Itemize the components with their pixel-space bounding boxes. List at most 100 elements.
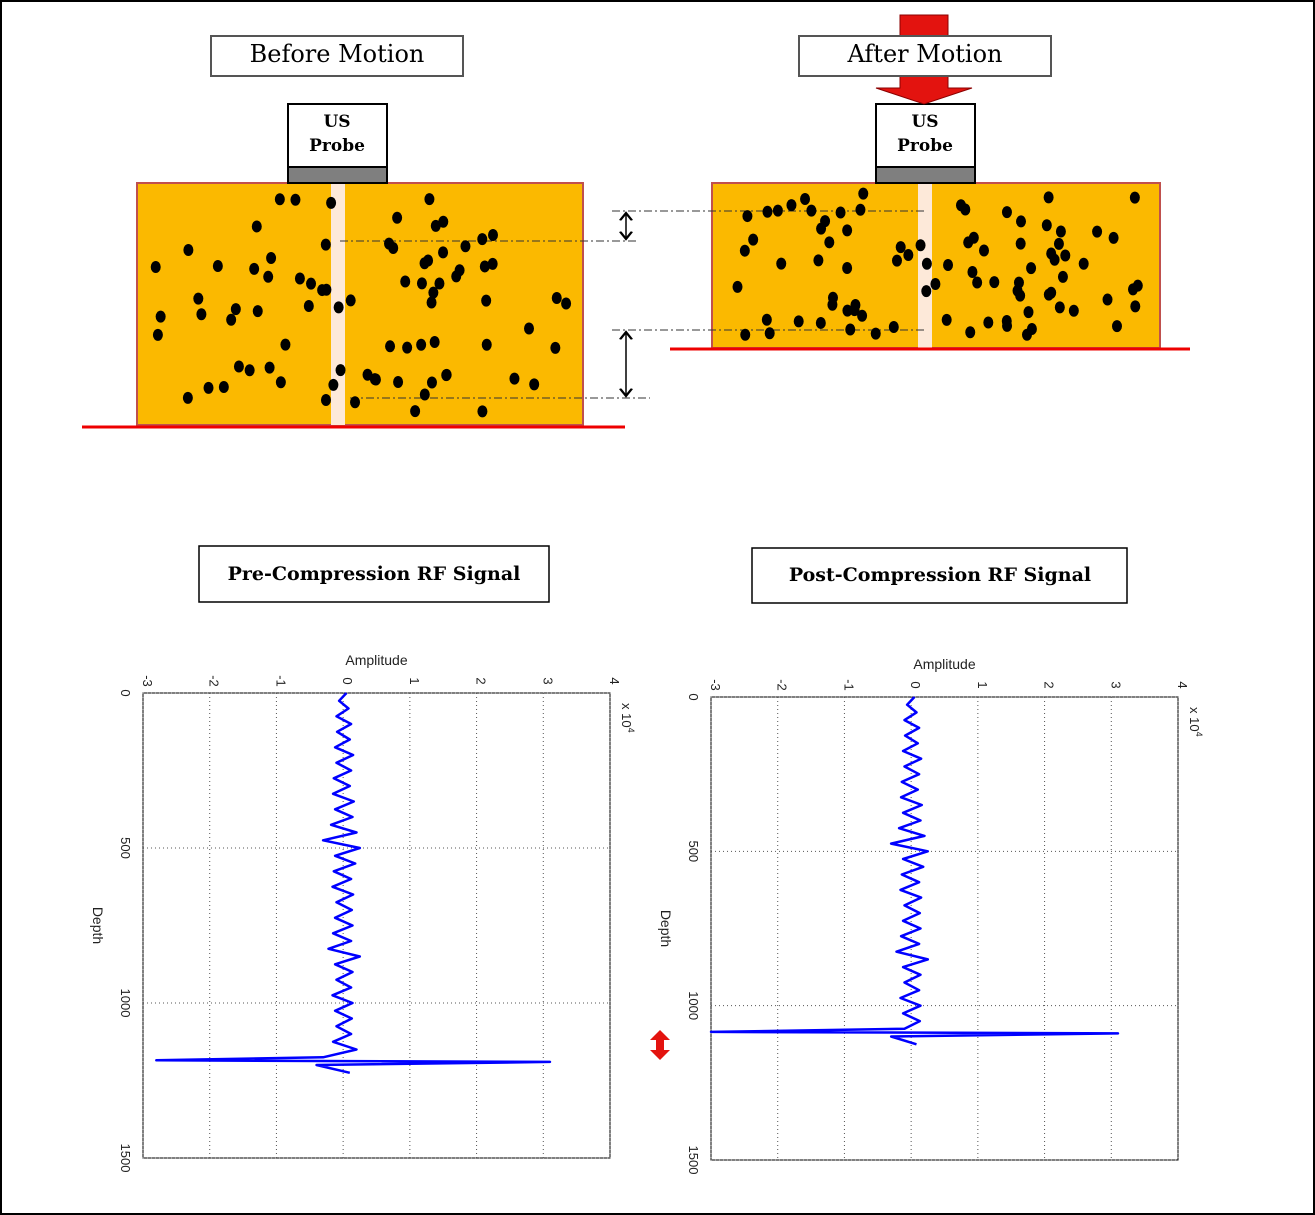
dot [845,323,855,335]
dot [1130,300,1140,312]
scale-base: x 10 [619,703,634,728]
dot [326,197,336,209]
dot [481,295,491,307]
dot [350,396,360,408]
dot [820,215,830,227]
probe-face [876,167,975,183]
dot [896,241,906,253]
dot [550,342,560,354]
figure: US Probe Before Motion US Probe After Mo… [0,0,1315,1215]
depth-tick-label: 0 [118,689,133,696]
plot-area [711,697,1178,1160]
scale-exponent: 4 [626,728,636,733]
dot [482,339,492,351]
dot [295,273,305,285]
dot [385,340,395,352]
dot [328,379,338,391]
plot-area [143,693,610,1158]
dot [252,220,262,232]
amplitude-tick-label: 1 [407,677,422,684]
dot [889,321,899,333]
depth-tick-label: 1000 [118,989,133,1018]
dot [972,277,982,289]
dot [813,254,823,266]
dot [336,364,346,376]
depth-tick-label: 1000 [686,991,701,1020]
dot [253,305,263,317]
amplitude-tick-label: 2 [1042,681,1057,688]
dot [842,305,852,317]
amplitude-tick-label: 0 [340,677,355,684]
dot [183,392,193,404]
dot [427,377,437,389]
dot [1109,232,1119,244]
dot [393,376,403,388]
dot [460,240,470,252]
dot [794,315,804,327]
dot [552,292,562,304]
dot [1069,305,1079,317]
dot [1056,226,1066,238]
dot [1026,262,1036,274]
amplitude-tick-label: -3 [140,675,155,687]
dot [280,339,290,351]
dot [509,373,519,385]
probe-label: US [323,112,350,132]
dot [857,310,867,322]
dot [306,278,316,290]
dot [477,233,487,245]
amplitude-tick-label: 0 [908,681,923,688]
dot [1002,206,1012,218]
dot [417,277,427,289]
probe-label: Probe [309,136,365,156]
amplitude-label: Amplitude [913,656,975,672]
chart-title: Post-Compression RF Signal [789,564,1091,586]
dot [1046,287,1056,299]
dot [1016,215,1026,227]
dot [451,270,461,282]
dot [765,327,775,339]
dot [1016,238,1026,250]
dot [213,260,223,272]
dot [800,193,810,205]
dot [423,254,433,266]
dot [1042,219,1052,231]
dot [786,199,796,211]
amplitude-tick-label: -2 [775,679,790,691]
dot [265,362,275,374]
dot [346,294,356,306]
chart-title: Pre-Compression RF Signal [228,563,521,585]
dot [827,299,837,311]
dot [930,278,940,290]
dot [748,234,758,246]
dot [943,259,953,271]
dot [416,339,426,351]
dot [304,300,314,312]
dot [424,193,434,205]
dot [410,405,420,417]
dot [1058,271,1068,283]
dot [903,249,913,261]
dot [922,258,932,270]
dot [392,212,402,224]
dot [438,246,448,258]
dot [1015,290,1025,302]
dot [196,308,206,320]
dot [290,194,300,206]
dot [420,389,430,401]
amplitude-tick-label: -1 [841,679,856,691]
dot [773,205,783,217]
dot [1130,192,1140,204]
dot [151,261,161,273]
depth-tick-label: 0 [686,693,701,700]
dot [1014,277,1024,289]
dot [806,205,816,217]
amplitude-tick-label: 3 [1108,681,1123,688]
dot [263,271,273,283]
depth-label: Depth [90,907,106,944]
depth-tick-label: 500 [686,840,701,862]
dot [960,203,970,215]
depth-tick-label: 1500 [686,1146,701,1175]
dot [477,405,487,417]
amplitude-tick-label: -2 [207,675,222,687]
